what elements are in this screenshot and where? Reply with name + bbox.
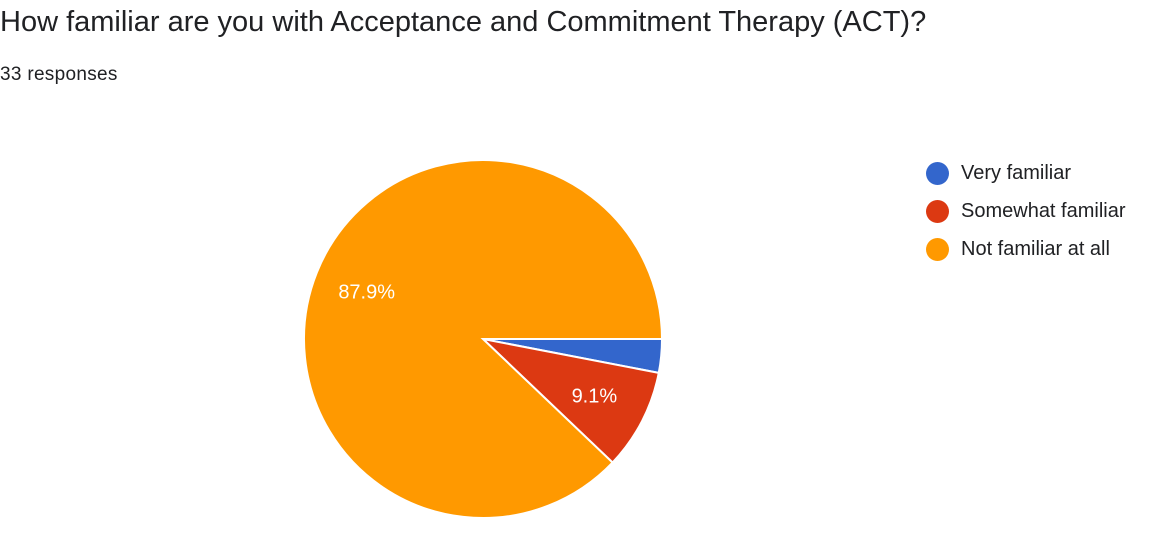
legend-label: Somewhat familiar — [961, 200, 1126, 222]
legend-swatch-icon — [926, 237, 949, 261]
legend-item-not-familiar-at-all[interactable]: Not familiar at all — [926, 230, 1126, 268]
chart-title: How familiar are you with Acceptance and… — [0, 6, 927, 38]
legend-item-very-familiar[interactable]: Very familiar — [926, 154, 1126, 192]
legend-label: Very familiar — [961, 162, 1072, 184]
pie-data-label-somewhat-familiar: 9.1% — [572, 385, 618, 407]
legend-swatch-icon — [926, 199, 949, 223]
legend-swatch-icon — [926, 161, 949, 185]
pie-chart: 9.1% 87.9% — [303, 159, 664, 519]
legend-label: Not familiar at all — [961, 238, 1110, 260]
pie-slice-somewhat-familiar[interactable] — [479, 337, 660, 464]
response-count: 33 responses — [0, 64, 118, 85]
pie-data-label-not-familiar-at-all: 87.9% — [338, 281, 395, 303]
pie-slice-not-familiar-at-all[interactable] — [303, 159, 664, 519]
chart-legend: Very familiar Somewhat familiar Not famili… — [926, 154, 1126, 268]
legend-item-somewhat-familiar[interactable]: Somewhat familiar — [926, 192, 1126, 230]
